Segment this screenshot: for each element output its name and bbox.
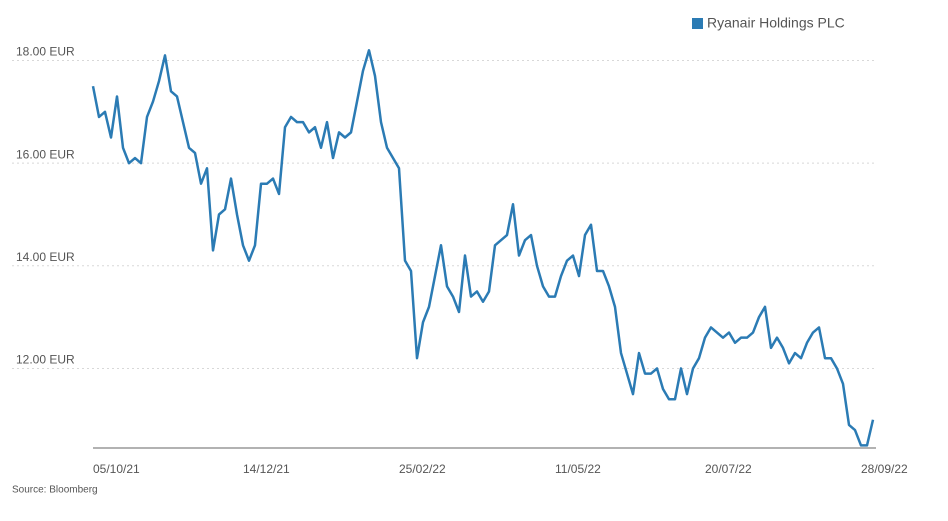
x-tick-label: 05/10/21 [93, 462, 140, 476]
x-tick-label: 11/05/22 [555, 462, 601, 476]
y-tick-label: 16.00 EUR [16, 147, 75, 161]
x-tick-label: 28/09/22 [861, 462, 908, 476]
price-line [91, 49, 875, 447]
legend-swatch [692, 18, 703, 29]
y-tick-label: 18.00 EUR [16, 45, 75, 59]
y-tick-label: 14.00 EUR [16, 250, 75, 264]
legend-label: Ryanair Holdings PLC [707, 15, 845, 31]
x-tick-label: 25/02/22 [399, 462, 446, 476]
x-tick-label: 20/07/22 [705, 462, 752, 476]
source-note: Source: Bloomberg [12, 485, 98, 496]
y-tick-label: 12.00 EUR [16, 353, 75, 367]
x-tick-label: 14/12/21 [243, 462, 290, 476]
